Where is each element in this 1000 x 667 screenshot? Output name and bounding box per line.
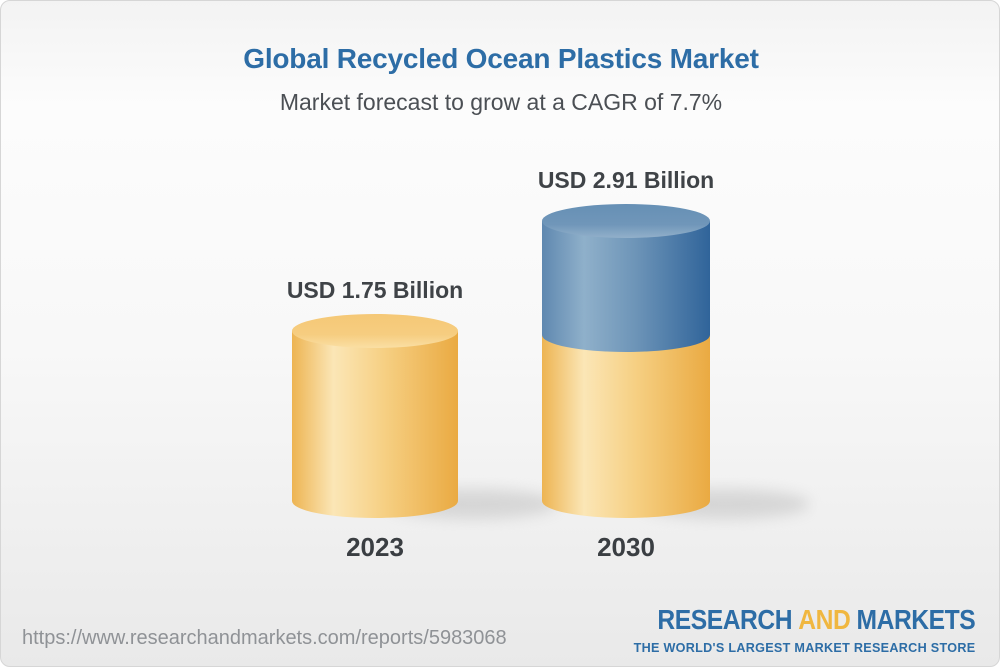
bar-2030-blue-segment[interactable]	[542, 221, 710, 352]
logo-word-and: AND	[798, 604, 851, 635]
logo-word-markets: MARKETS	[856, 604, 975, 635]
axis-label-2023: 2023	[346, 532, 404, 562]
bar-2030-yellow-segment[interactable]	[542, 335, 710, 518]
axis-label-2030: 2030	[597, 532, 655, 562]
logo-tagline: THE WORLD'S LARGEST MARKET RESEARCH STOR…	[633, 640, 975, 655]
chart-subtitle: Market forecast to grow at a CAGR of 7.7…	[279, 89, 723, 115]
logo-wordmark: RESEARCH AND MARKETS	[657, 604, 975, 636]
report-url[interactable]: https://www.researchandmarkets.com/repor…	[22, 627, 507, 649]
bar-2030-cylinder-top[interactable]	[542, 204, 710, 238]
value-label-2023: USD 1.75 Billion	[286, 277, 464, 303]
page-title: Global Recycled Ocean Plastics Market	[243, 43, 759, 74]
company-logo[interactable]: RESEARCH AND MARKETS THE WORLD'S LARGEST…	[614, 604, 975, 655]
bar-2023-cylinder-top[interactable]	[292, 314, 458, 348]
bar-2023-cylinder-body[interactable]	[292, 331, 458, 518]
logo-word-research: RESEARCH	[657, 604, 792, 635]
value-label-2030: USD 2.91 Billion	[537, 167, 715, 193]
